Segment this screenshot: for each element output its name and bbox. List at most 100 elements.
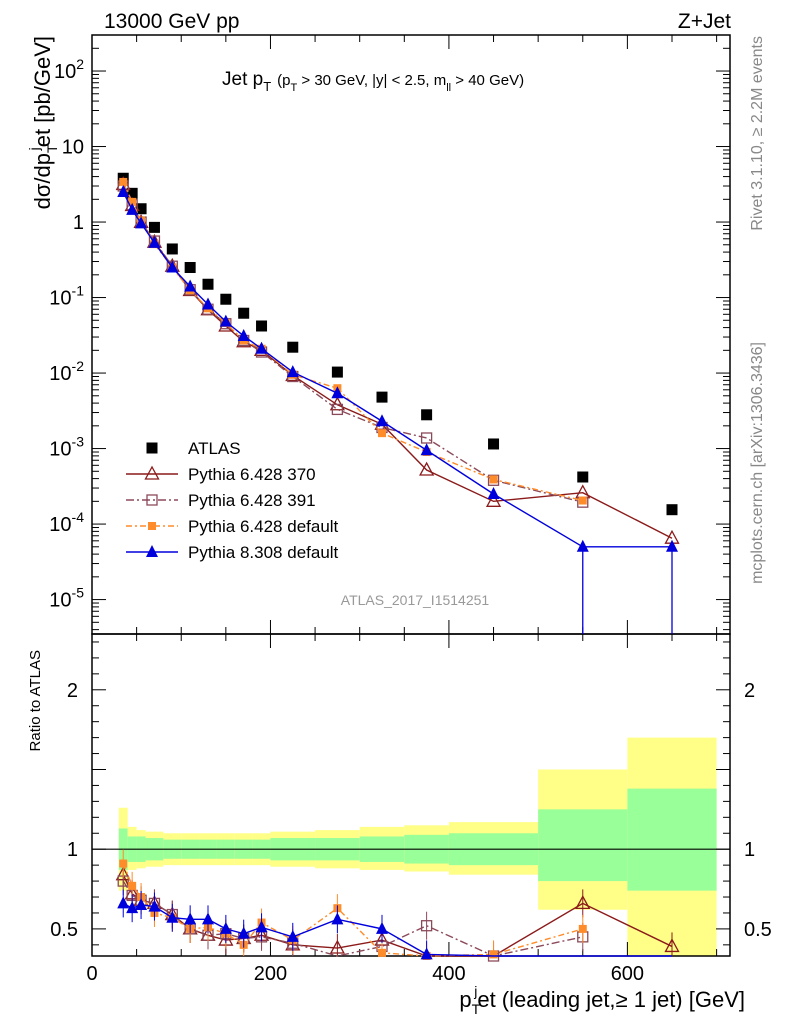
y-axis-label-main: dσ/dpTjet [pb/GeV]: [26, 36, 60, 209]
y-tick-label-base: 10: [49, 288, 71, 310]
legend-marker: [144, 465, 160, 480]
y-tick-label-base: 10: [49, 514, 71, 536]
data-point: [488, 438, 500, 450]
x-tick-label: 0: [86, 963, 97, 985]
y-tick-label: 10-2: [49, 358, 84, 385]
series-line: [122, 184, 673, 539]
y-tick-label-exp: -5: [72, 585, 85, 601]
plot-title-cuts-mid: > 30 GeV, |y| < 2.5, m: [297, 72, 446, 89]
series-0: [117, 172, 678, 516]
ratio-data-point: [219, 921, 232, 934]
data-point: [575, 484, 591, 499]
y-tick-label-base: 10: [49, 363, 71, 385]
ratio-data-point: [166, 910, 179, 923]
data-point: [202, 278, 214, 290]
y-tick-label-exp: -2: [72, 358, 85, 374]
ratio-y-tick-label: 0.5: [50, 919, 78, 941]
legend-entry: ATLAS: [146, 439, 241, 458]
ratio-data-point: [126, 901, 139, 914]
y-tick-label-base: 10: [49, 439, 71, 461]
data-point: [119, 177, 128, 186]
data-point: [219, 314, 232, 327]
data-point: [166, 243, 178, 255]
series-4: [117, 184, 678, 552]
ratio-data-point: [202, 912, 214, 925]
y-tick-label: 10-5: [49, 585, 84, 612]
data-point: [419, 461, 435, 476]
legend-label: Pythia 6.428 391: [188, 491, 316, 510]
ratio-data-point: [286, 929, 299, 942]
ratio-band-inner: [538, 809, 628, 882]
plot-title-main: Jet p: [222, 69, 263, 90]
data-point: [256, 320, 268, 332]
data-point: [135, 203, 147, 215]
ratio-series-3: [117, 889, 672, 960]
ratio-uncertainty-bands: [118, 737, 717, 956]
legend-label: ATLAS: [188, 439, 241, 458]
ratio-axis-ticks: 0.5 0.5 1 1 2 2 0 200 400 600: [50, 634, 772, 985]
data-point: [184, 279, 197, 292]
data-point: [487, 474, 500, 486]
ratio-data-point: [378, 948, 386, 957]
x-tick-label: 400: [432, 963, 465, 985]
mcplots-label: mcplots.cern.ch [arXiv:1306.3436]: [749, 342, 766, 584]
ratio-data-point: [575, 895, 591, 910]
y-axis-label-ratio: Ratio to ATLAS: [27, 650, 44, 751]
y-tick-label-base: 10: [54, 61, 76, 83]
x-axis-label-a: p: [459, 987, 471, 1012]
data-point: [666, 504, 678, 516]
data-point: [126, 202, 139, 215]
data-point: [331, 386, 344, 399]
data-point: [578, 496, 587, 505]
ratio-data-point: [255, 920, 268, 933]
x-axis-label-sub: T: [472, 1001, 481, 1017]
data-point: [421, 409, 433, 421]
x-axis-label-sup: j: [473, 983, 477, 999]
legend-entry: Pythia 6.428 default: [126, 517, 339, 536]
plot-title: Jet pT (pT > 30 GeV, |y| < 2.5, mll > 40 …: [222, 69, 524, 94]
data-point: [485, 492, 502, 507]
data-point: [378, 429, 386, 438]
y-axis-label-main-sub: T: [44, 144, 60, 153]
legend-entry: Pythia 6.428 391: [126, 491, 316, 510]
data-point: [220, 293, 232, 305]
ratio-data-point: [376, 921, 388, 934]
ratio-data-point: [331, 912, 344, 925]
data-point: [666, 539, 678, 552]
y-tick-label-exp: 2: [76, 56, 84, 72]
data-point: [376, 414, 388, 427]
data-point: [420, 443, 433, 456]
plot-title-main-sub: T: [263, 79, 271, 94]
y-tick-label: 102: [54, 56, 84, 83]
data-point: [286, 365, 299, 378]
legend-marker: [148, 522, 156, 530]
ratio-data-point: [119, 859, 128, 868]
series-1: [115, 176, 680, 544]
ratio-series-line: [122, 863, 583, 957]
data-point: [117, 184, 130, 197]
ratio-series-group: [115, 849, 680, 962]
legend: ATLAS Pythia 6.428 370 Pythia 6.428 391 Pyt…: [126, 439, 339, 562]
ratio-y-tick-label: 1: [67, 839, 78, 861]
data-point: [489, 475, 498, 484]
ratio-data-point: [128, 881, 137, 890]
legend-marker: [146, 545, 158, 557]
y-tick-label: 1: [73, 212, 84, 234]
series-line: [122, 185, 583, 503]
data-point: [166, 260, 179, 273]
ratio-data-point: [578, 924, 587, 933]
data-point: [331, 403, 344, 416]
legend-entry: Pythia 8.308 default: [126, 543, 339, 562]
y-axis-label-main-a: dσ/dp: [30, 153, 55, 209]
x-tick-label: 200: [254, 963, 287, 985]
x-axis-label: pTjet (leading jet,≥ 1 jet) [GeV]: [459, 983, 745, 1017]
y-tick-label: 10-4: [49, 509, 84, 536]
plot-title-cuts-sub2: ll: [446, 82, 451, 94]
ratio-data-point: [420, 920, 433, 932]
rivet-label: Rivet 3.1.10, ≥ 2.2M events: [749, 36, 766, 231]
y-tick-label-exp: -1: [72, 283, 85, 299]
ratio-y-tick-label: 2: [67, 680, 78, 702]
data-point: [255, 341, 268, 354]
